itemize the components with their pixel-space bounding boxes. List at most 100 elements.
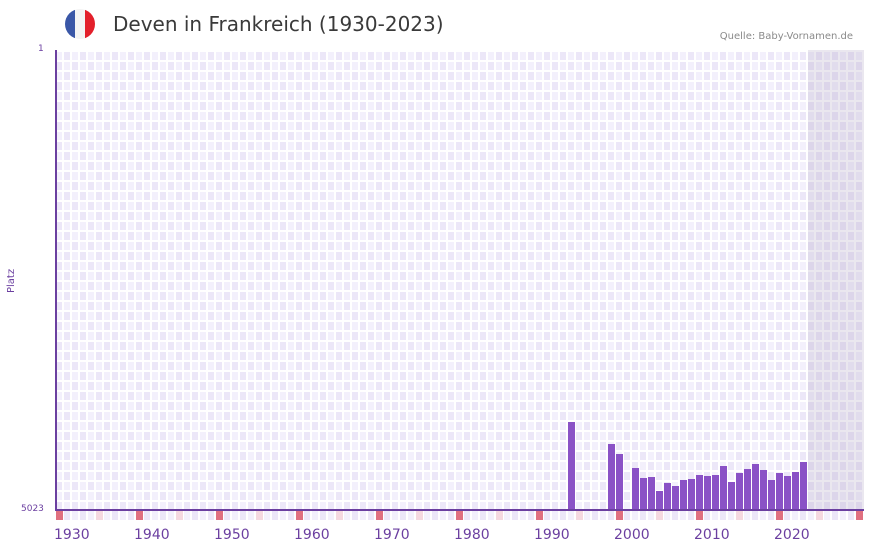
bar-2003[interactable] [640, 478, 647, 510]
bar-2002[interactable] [632, 468, 639, 510]
grid-cell [88, 272, 94, 280]
grid-cell [624, 502, 630, 510]
grid-cell [376, 292, 382, 300]
bar-2014[interactable] [728, 482, 735, 510]
grid-cell [288, 62, 294, 70]
grid-cell [328, 62, 334, 70]
grid-cell [80, 342, 86, 350]
grid-cell [528, 52, 534, 60]
grid-cell [688, 322, 694, 330]
bar-2010[interactable] [696, 475, 703, 510]
year-tick-1942 [152, 511, 158, 520]
grid-cell [208, 82, 214, 90]
grid-cell [664, 232, 670, 240]
bar-1994[interactable] [568, 422, 575, 510]
grid-cell [480, 352, 486, 360]
grid-cell [496, 102, 502, 110]
bar-2005[interactable] [656, 491, 663, 510]
grid-cell [72, 172, 78, 180]
grid-cell [560, 162, 566, 170]
grid-cell [536, 482, 542, 490]
grid-cell [608, 242, 614, 250]
grid-cell [280, 202, 286, 210]
bar-2012[interactable] [712, 475, 719, 510]
grid-cell [352, 362, 358, 370]
bar-2015[interactable] [736, 473, 743, 510]
bar-2019[interactable] [768, 480, 775, 510]
grid-cell [160, 342, 166, 350]
grid-cell [264, 162, 270, 170]
grid-cell [816, 362, 822, 370]
grid-cell [824, 422, 830, 430]
grid-cell [256, 492, 262, 500]
grid-cell [152, 152, 158, 160]
grid-cell [624, 402, 630, 410]
grid-cell [328, 172, 334, 180]
bar-2016[interactable] [744, 469, 751, 510]
grid-cell [448, 262, 454, 270]
grid-cell [184, 362, 190, 370]
bar-2022[interactable] [792, 472, 799, 510]
bar-1999[interactable] [608, 444, 615, 510]
grid-cell [632, 282, 638, 290]
grid-cell [768, 342, 774, 350]
grid-cell [360, 212, 366, 220]
grid-cell [416, 342, 422, 350]
grid-cell [680, 232, 686, 240]
grid-cell [496, 402, 502, 410]
grid-cell [640, 232, 646, 240]
grid-cell [464, 272, 470, 280]
grid-cell [744, 152, 750, 160]
bar-2000[interactable] [616, 454, 623, 510]
bar-2020[interactable] [776, 473, 783, 510]
bar-2018[interactable] [760, 470, 767, 510]
year-tick-1992 [552, 511, 558, 520]
grid-cell [784, 402, 790, 410]
grid-cell [120, 52, 126, 60]
bar-2007[interactable] [672, 486, 679, 510]
bar-2008[interactable] [680, 480, 687, 510]
grid-cell [408, 242, 414, 250]
bar-2023[interactable] [800, 461, 807, 510]
grid-cell [104, 132, 110, 140]
grid-cell [472, 422, 478, 430]
grid-cell [200, 472, 206, 480]
bar-2006[interactable] [664, 483, 671, 510]
grid-cell [448, 322, 454, 330]
grid-cell [672, 412, 678, 420]
grid-cell [760, 452, 766, 460]
grid-cell [824, 432, 830, 440]
bar-2004[interactable] [648, 477, 655, 510]
grid-cell [64, 222, 70, 230]
bar-2021[interactable] [784, 476, 791, 510]
grid-cell [272, 322, 278, 330]
grid-cell [816, 382, 822, 390]
grid-cell [840, 372, 846, 380]
grid-cell [144, 252, 150, 260]
grid-cell [224, 392, 230, 400]
grid-cell [688, 182, 694, 190]
grid-cell [224, 222, 230, 230]
grid-cell [776, 352, 782, 360]
grid-cell [760, 302, 766, 310]
grid-cell [328, 242, 334, 250]
grid-cell [840, 82, 846, 90]
bar-2013[interactable] [720, 466, 727, 510]
grid-cell [728, 192, 734, 200]
grid-cell [832, 462, 838, 470]
bar-2009[interactable] [688, 479, 695, 510]
bar-2011[interactable] [704, 476, 711, 510]
grid-cell [136, 362, 142, 370]
year-tick-1979 [448, 511, 454, 520]
grid-cell [816, 222, 822, 230]
grid-cell [256, 252, 262, 260]
grid-cell [352, 292, 358, 300]
grid-cell [704, 222, 710, 230]
grid-cell [80, 322, 86, 330]
bar-2017[interactable] [752, 464, 759, 510]
grid-cell [624, 252, 630, 260]
grid-cell [328, 212, 334, 220]
grid-cell [168, 372, 174, 380]
grid-cell [328, 342, 334, 350]
grid-cell [560, 442, 566, 450]
